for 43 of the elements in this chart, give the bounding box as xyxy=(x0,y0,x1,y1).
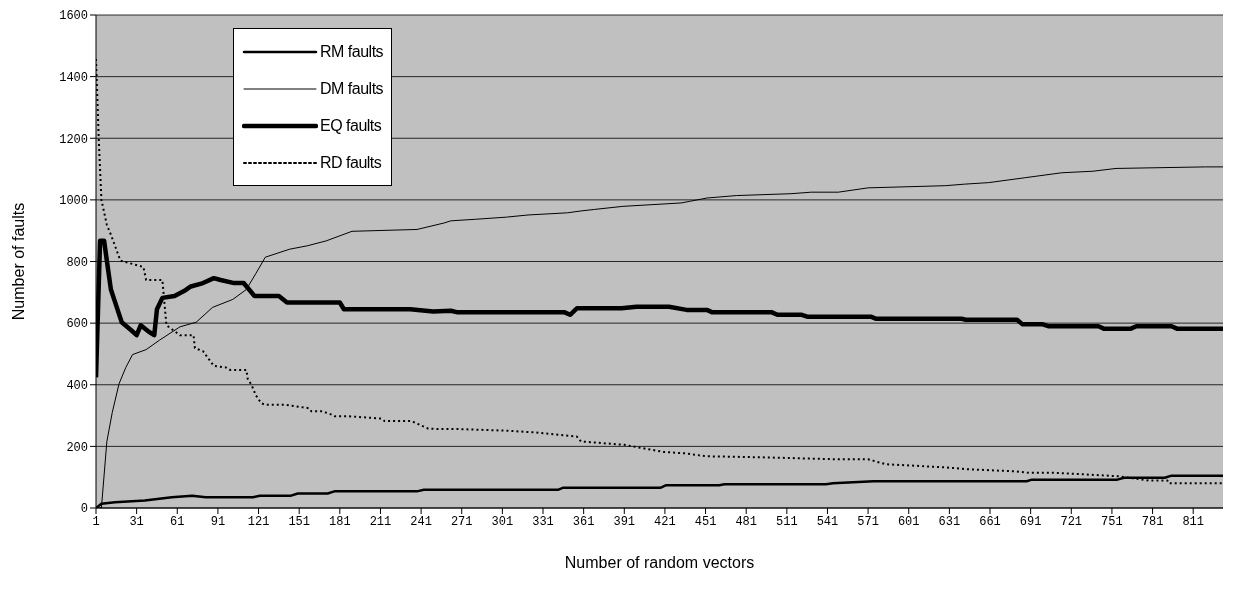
x-tick-label: 151 xyxy=(288,514,310,529)
x-tick-label: 61 xyxy=(170,514,185,529)
x-tick-label: 301 xyxy=(491,514,514,529)
x-tick-label: 481 xyxy=(735,514,757,529)
x-tick-label: 571 xyxy=(857,514,879,529)
legend-label: RM faults xyxy=(320,42,384,61)
y-tick-label: 200 xyxy=(66,440,88,455)
x-tick-label: 211 xyxy=(369,514,392,529)
y-tick-label: 0 xyxy=(80,502,88,517)
y-tick-label: 1600 xyxy=(59,9,88,24)
x-tick-label: 421 xyxy=(654,514,676,529)
x-tick-label: 691 xyxy=(1019,514,1042,529)
x-tick-label: 31 xyxy=(129,514,144,529)
x-tick-label: 511 xyxy=(776,514,798,529)
x-tick-label: 721 xyxy=(1060,514,1083,529)
y-tick-label: 1000 xyxy=(59,194,88,209)
legend-label: DM faults xyxy=(320,79,384,98)
x-tick-label: 361 xyxy=(572,514,595,529)
y-tick-label: 800 xyxy=(66,255,88,270)
y-tick-label: 1200 xyxy=(59,132,88,147)
x-tick-label: 451 xyxy=(694,514,717,529)
x-tick-label: 121 xyxy=(247,514,270,529)
x-tick-label: 1 xyxy=(92,514,100,529)
x-tick-label: 91 xyxy=(210,514,226,529)
y-axis-title: Number of faults xyxy=(9,202,27,321)
legend-label: EQ faults xyxy=(320,116,382,135)
x-tick-label: 601 xyxy=(897,514,920,529)
x-tick-label: 781 xyxy=(1141,514,1164,529)
x-tick-label: 181 xyxy=(329,514,351,529)
x-axis-title: Number of random vectors xyxy=(564,554,755,571)
x-tick-label: 241 xyxy=(410,514,432,529)
y-tick-label: 600 xyxy=(66,317,88,332)
x-tick-label: 271 xyxy=(450,514,473,529)
x-tick-label: 631 xyxy=(938,514,961,529)
x-tick-label: 391 xyxy=(613,514,636,529)
x-tick-label: 541 xyxy=(816,514,839,529)
x-tick-label: 661 xyxy=(979,514,1001,529)
x-tick-label: 811 xyxy=(1182,514,1204,529)
x-tick-label: 331 xyxy=(532,514,554,529)
legend-label: RD faults xyxy=(320,153,382,172)
y-tick-label: 1400 xyxy=(59,70,88,85)
x-tick-label: 751 xyxy=(1101,514,1123,529)
y-tick-label: 400 xyxy=(66,379,88,394)
